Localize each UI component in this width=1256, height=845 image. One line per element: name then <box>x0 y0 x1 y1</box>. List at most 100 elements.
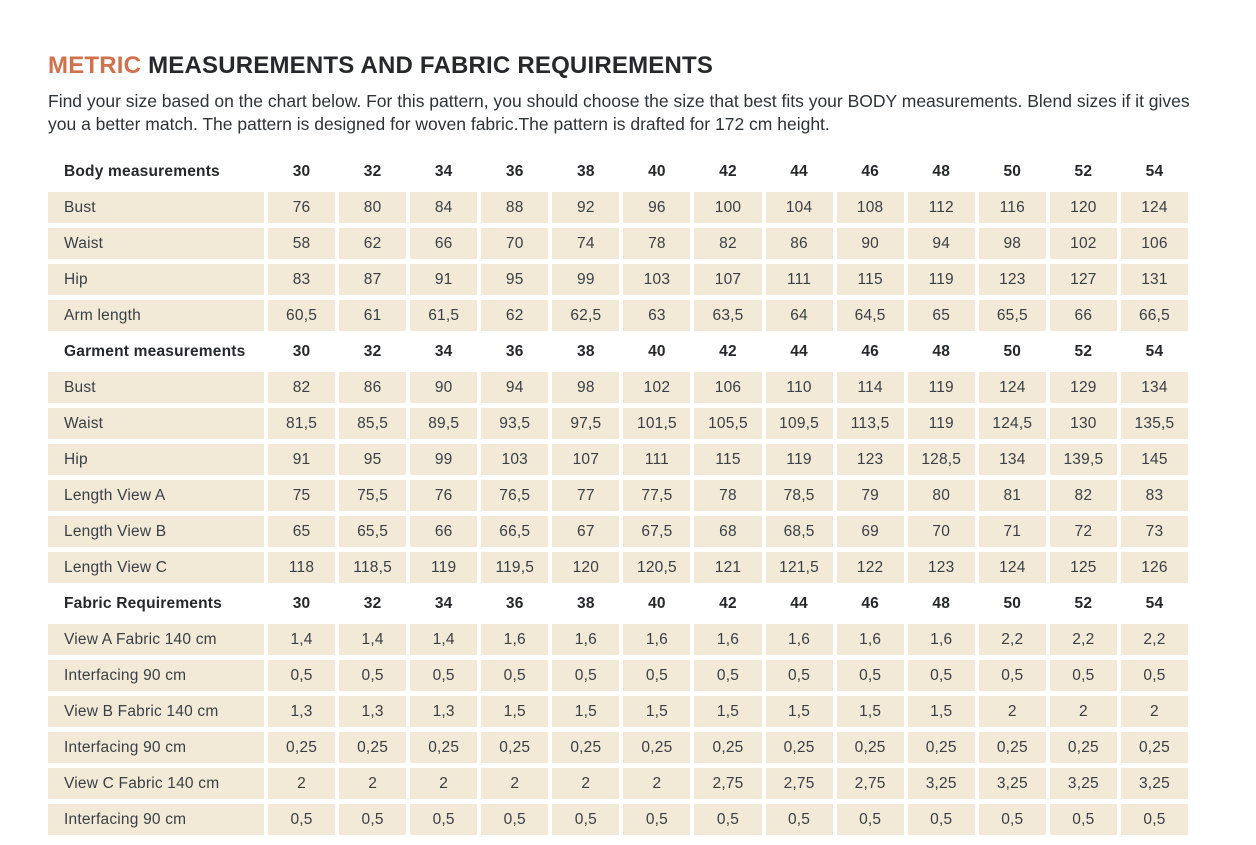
size-column-header: 30 <box>292 342 311 360</box>
value-cell: 65 <box>907 300 975 332</box>
value-cell: 66 <box>410 516 478 548</box>
value-cell: 115 <box>836 264 904 296</box>
value-cell: 121,5 <box>765 552 833 584</box>
value-cell: 67,5 <box>623 516 691 548</box>
value-cell: 1,6 <box>552 624 620 656</box>
value-cell: 0,25 <box>1049 732 1117 764</box>
row-label: Length View B <box>48 516 264 548</box>
value-cell: 103 <box>623 264 691 296</box>
value-cell: 123 <box>836 444 904 476</box>
value-cell: 61 <box>339 300 407 332</box>
value-cell: 68,5 <box>765 516 833 548</box>
value-cell: 82 <box>1049 480 1117 512</box>
value-cell: 75 <box>268 480 336 512</box>
value-cell: 86 <box>765 228 833 260</box>
value-cell: 0,25 <box>836 732 904 764</box>
value-cell: 0,5 <box>339 804 407 836</box>
value-cell: 145 <box>1120 444 1188 476</box>
value-cell: 66,5 <box>481 516 549 548</box>
value-cell: 0,25 <box>552 732 620 764</box>
value-cell: 76,5 <box>481 480 549 512</box>
value-cell: 65,5 <box>339 516 407 548</box>
value-cell: 0,25 <box>765 732 833 764</box>
page-title-accent: METRIC <box>48 52 142 79</box>
value-cell: 2,75 <box>836 768 904 800</box>
value-cell: 0,25 <box>268 732 336 764</box>
value-cell: 76 <box>268 192 336 224</box>
row-label: View A Fabric 140 cm <box>48 624 264 656</box>
size-column-header: 50 <box>1003 594 1022 612</box>
value-cell: 0,5 <box>481 804 549 836</box>
value-cell: 1,5 <box>765 696 833 728</box>
value-cell: 0,5 <box>268 660 336 692</box>
value-cell: 77,5 <box>623 480 691 512</box>
value-cell: 123 <box>978 264 1046 296</box>
value-cell: 105,5 <box>694 408 762 440</box>
row-label: Hip <box>48 264 264 296</box>
value-cell: 68 <box>694 516 762 548</box>
section-header-label: Fabric Requirements <box>64 594 222 612</box>
value-cell: 106 <box>1120 228 1188 260</box>
value-cell: 78 <box>694 480 762 512</box>
size-table: Body measurements 30 32 34 36 38 40 42 44 46 48 50 5… <box>48 156 1188 836</box>
value-cell: 120 <box>552 552 620 584</box>
section-header-label: Garment measurements <box>64 342 246 360</box>
value-cell: 0,25 <box>1120 732 1188 764</box>
size-column-header: 50 <box>1003 162 1022 180</box>
value-cell: 63 <box>623 300 691 332</box>
size-column-header: 48 <box>932 162 951 180</box>
value-cell: 2,2 <box>978 624 1046 656</box>
value-cell: 119 <box>907 408 975 440</box>
page-title: METRIC MEASUREMENTS AND FABRIC REQUIREME… <box>48 52 1208 80</box>
value-cell: 58 <box>268 228 336 260</box>
value-cell: 2 <box>1049 696 1117 728</box>
value-cell: 65,5 <box>978 300 1046 332</box>
value-cell: 108 <box>836 192 904 224</box>
row-label: View B Fabric 140 cm <box>48 696 264 728</box>
value-cell: 70 <box>907 516 975 548</box>
value-cell: 0,5 <box>978 804 1046 836</box>
value-cell: 107 <box>694 264 762 296</box>
value-cell: 0,5 <box>1120 660 1188 692</box>
value-cell: 70 <box>481 228 549 260</box>
value-cell: 0,25 <box>410 732 478 764</box>
value-cell: 80 <box>907 480 975 512</box>
value-cell: 0,5 <box>836 804 904 836</box>
value-cell: 67 <box>552 516 620 548</box>
value-cell: 83 <box>268 264 336 296</box>
value-cell: 1,5 <box>694 696 762 728</box>
value-cell: 81,5 <box>268 408 336 440</box>
value-cell: 64 <box>765 300 833 332</box>
value-cell: 1,5 <box>836 696 904 728</box>
value-cell: 79 <box>836 480 904 512</box>
value-cell: 103 <box>481 444 549 476</box>
value-cell: 123 <box>907 552 975 584</box>
value-cell: 99 <box>552 264 620 296</box>
value-cell: 85,5 <box>339 408 407 440</box>
value-cell: 128,5 <box>907 444 975 476</box>
value-cell: 90 <box>410 372 478 404</box>
size-column-header: 48 <box>932 594 951 612</box>
value-cell: 134 <box>1120 372 1188 404</box>
size-column-header: 54 <box>1145 342 1164 360</box>
value-cell: 101,5 <box>623 408 691 440</box>
value-cell: 104 <box>765 192 833 224</box>
value-cell: 121 <box>694 552 762 584</box>
row-label: View C Fabric 140 cm <box>48 768 264 800</box>
value-cell: 0,5 <box>410 804 478 836</box>
size-column-header: 36 <box>505 162 524 180</box>
value-cell: 111 <box>623 444 691 476</box>
value-cell: 0,5 <box>1049 804 1117 836</box>
size-column-header: 40 <box>648 342 666 360</box>
value-cell: 114 <box>836 372 904 404</box>
size-column-header: 48 <box>932 342 951 360</box>
size-column-header: 52 <box>1074 342 1093 360</box>
row-label: Hip <box>48 444 264 476</box>
size-column-header: 40 <box>648 594 666 612</box>
value-cell: 119 <box>765 444 833 476</box>
value-cell: 118 <box>268 552 336 584</box>
value-cell: 77 <box>552 480 620 512</box>
value-cell: 1,4 <box>268 624 336 656</box>
value-cell: 109,5 <box>765 408 833 440</box>
